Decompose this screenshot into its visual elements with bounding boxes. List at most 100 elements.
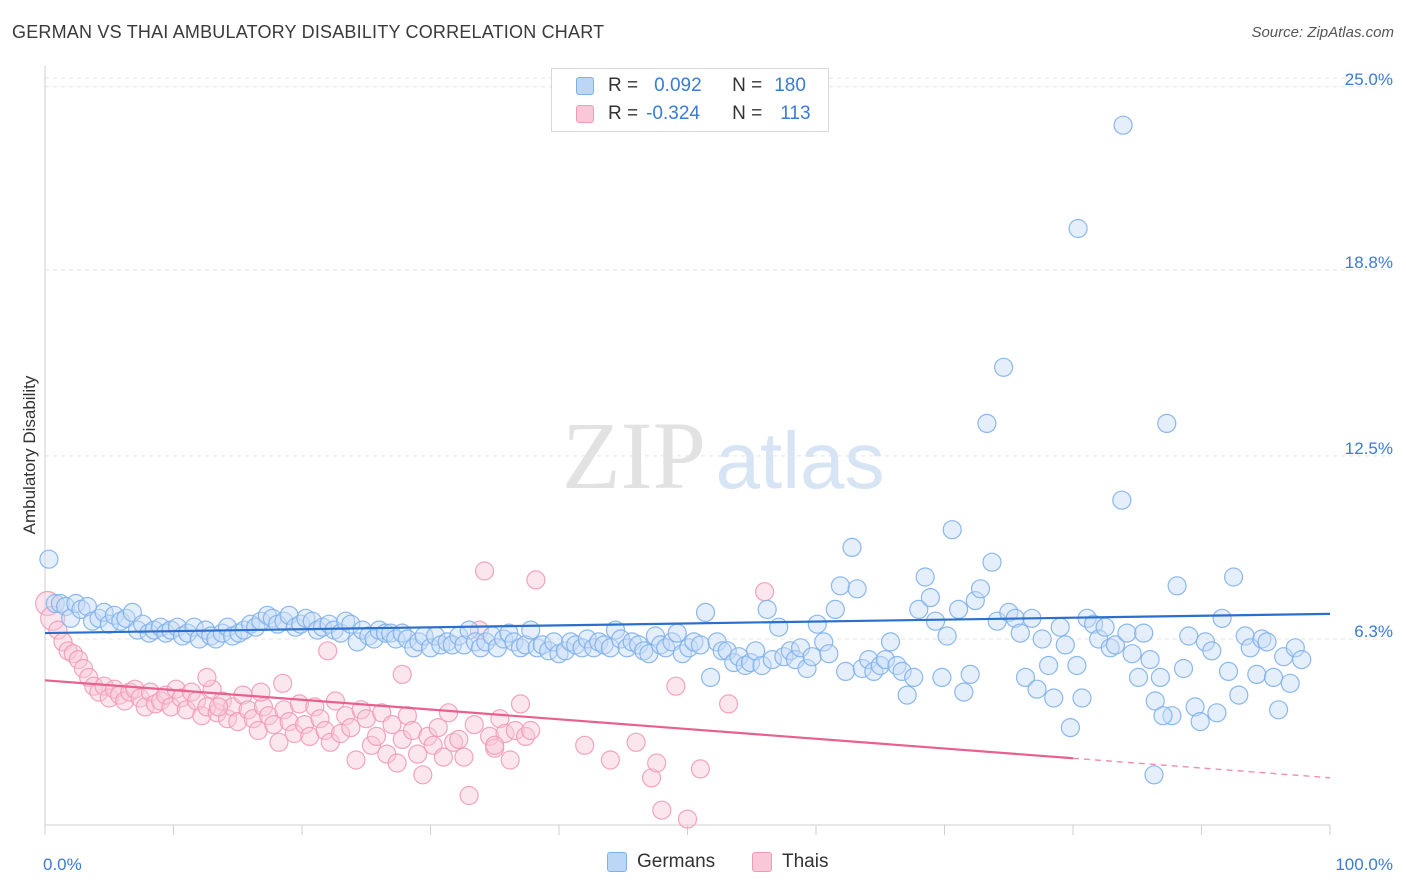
german-point (859, 649, 879, 670)
thai-point (677, 809, 698, 829)
german-point (99, 614, 119, 634)
german-point (932, 667, 952, 688)
german-point (347, 632, 367, 652)
series-legend: Germans Thais (0, 851, 1406, 877)
german-point (700, 667, 721, 688)
thai-point (413, 765, 433, 785)
german-point (724, 652, 744, 673)
german-point (915, 567, 935, 587)
thais-r-label: R = (608, 103, 639, 124)
german-point (560, 632, 581, 652)
thai-point (89, 682, 109, 702)
germans-trend-line (44, 612, 1331, 635)
german-point (735, 655, 755, 676)
thai-point (151, 691, 171, 711)
german-point (1263, 667, 1284, 688)
thai-point (48, 620, 68, 640)
german-point (1128, 667, 1149, 688)
german-point (667, 623, 687, 643)
german-point (262, 608, 282, 628)
german-point (39, 549, 59, 569)
thai-point (474, 561, 495, 581)
german-point (527, 638, 547, 658)
german-point (1218, 661, 1239, 682)
german-point (1113, 115, 1133, 135)
german-point (1285, 638, 1305, 658)
german-point (499, 623, 519, 643)
german-point (1067, 655, 1087, 676)
german-point (156, 623, 176, 643)
german-point (904, 667, 924, 688)
german-point (993, 357, 1014, 377)
thai-point (171, 688, 191, 708)
thai-point (485, 735, 505, 755)
german-point (740, 652, 761, 673)
german-point (814, 632, 834, 652)
thai-point (392, 664, 412, 685)
german-point (717, 641, 737, 661)
german-point (246, 617, 266, 637)
german-point (1117, 623, 1137, 643)
german-point (77, 596, 98, 617)
germans-swatch (576, 77, 594, 95)
thai-point (438, 703, 459, 723)
germans-r-label: R = (608, 75, 639, 96)
german-point (66, 593, 86, 614)
y-tick-label: 12.5% (1345, 439, 1393, 458)
german-point (977, 413, 997, 433)
thai-point (505, 720, 525, 741)
german-point (437, 632, 457, 652)
german-point (1038, 655, 1059, 676)
thai-point (318, 641, 338, 661)
thai-point (480, 726, 500, 747)
thais-n-label: N = (732, 103, 763, 124)
legend-thais-label: Thais (782, 851, 829, 872)
german-point (1145, 691, 1165, 711)
thai-point (264, 714, 284, 735)
german-point (1150, 667, 1171, 688)
german-point (757, 599, 777, 620)
german-point (954, 682, 974, 702)
german-point (1060, 717, 1081, 738)
tick-labels: 6.3% 12.5% 18.8% 25.0% 0.0% 100.0% (43, 70, 1393, 874)
thai-point (73, 658, 94, 679)
german-point (1105, 635, 1126, 655)
german-point (960, 664, 980, 685)
german-point (127, 620, 148, 640)
legend-thais-swatch (752, 852, 772, 872)
legend-row-germans: R = 0.092 N = 180 (576, 74, 806, 98)
german-point (769, 617, 789, 637)
german-point (920, 587, 941, 608)
x-tick-label: 0.0% (43, 855, 82, 874)
german-point (521, 620, 541, 640)
german-point (465, 632, 486, 652)
german-point (1292, 649, 1312, 670)
german-point (1173, 658, 1194, 679)
german-point (1247, 664, 1267, 685)
thais-trend-extension (1072, 757, 1331, 779)
thai-point (515, 726, 536, 747)
german-point (1044, 688, 1064, 708)
thai-point (510, 694, 531, 714)
y-tick-label: 25.0% (1345, 70, 1393, 89)
thai-point (652, 800, 672, 820)
thai-point (341, 717, 361, 738)
german-point (1122, 644, 1142, 664)
thai-point (192, 706, 212, 726)
german-point (942, 520, 962, 540)
thai-point (361, 735, 381, 755)
german-point (515, 635, 536, 655)
german-point (712, 641, 732, 661)
thai-point (600, 750, 621, 770)
german-point (762, 649, 782, 670)
thai-point (526, 570, 546, 590)
german-point (1280, 673, 1300, 693)
german-point (752, 655, 772, 676)
german-point (1157, 413, 1177, 433)
thais-n-value: 113 (780, 103, 811, 124)
german-point (555, 641, 576, 661)
german-point (634, 641, 654, 661)
thai-point (208, 697, 229, 717)
thai-points (34, 561, 775, 829)
german-point (887, 655, 907, 676)
